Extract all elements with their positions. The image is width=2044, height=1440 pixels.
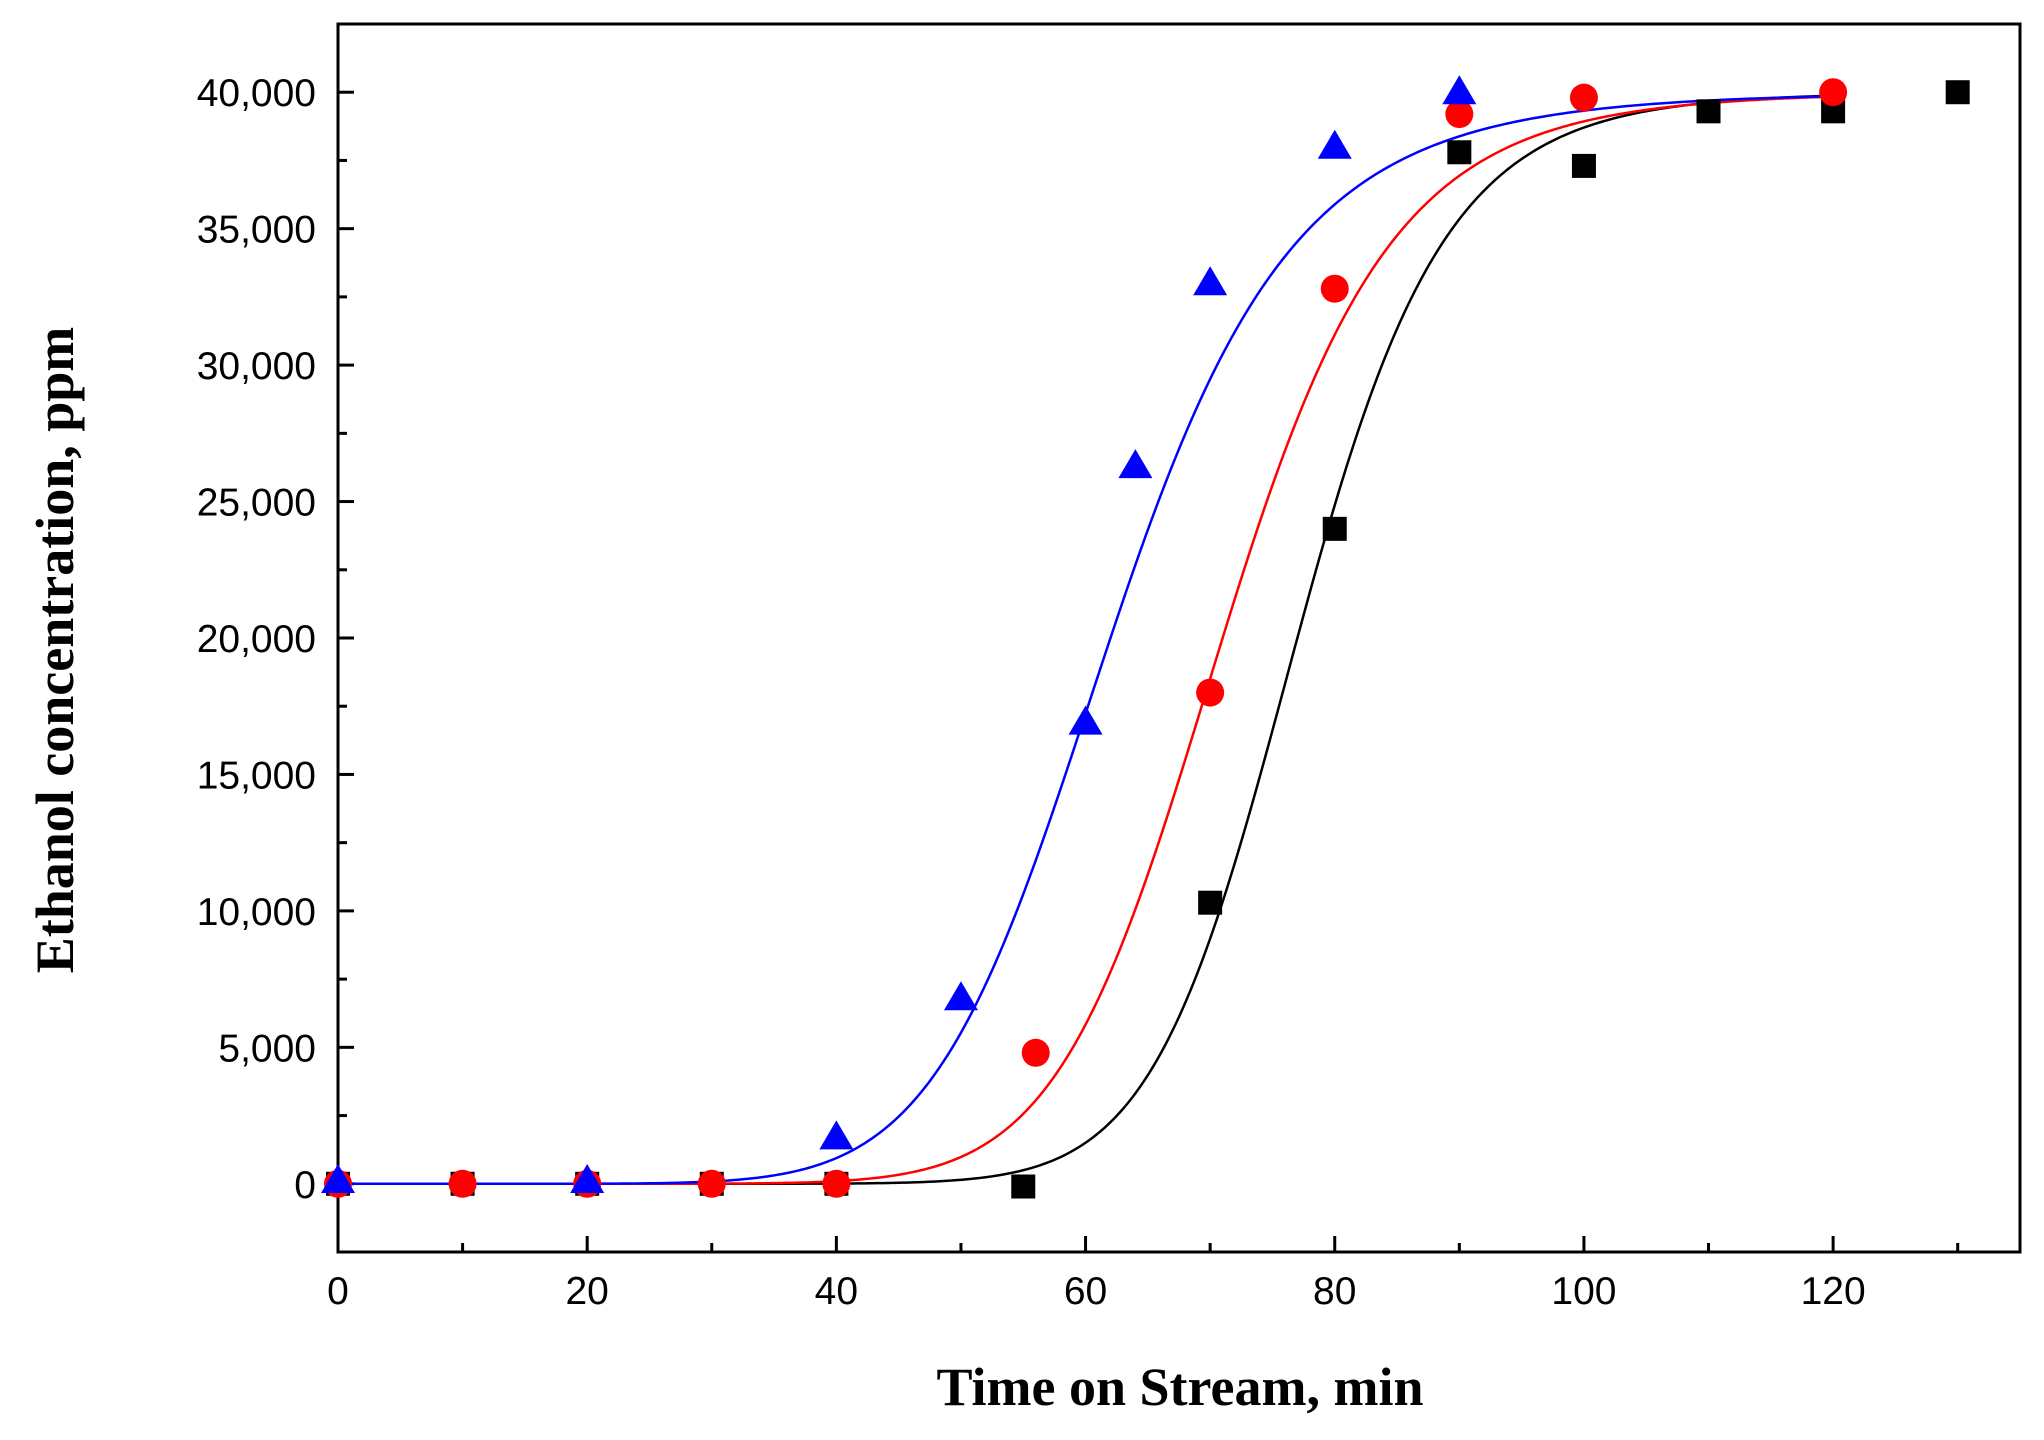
data-markers: [321, 75, 1970, 1199]
y-tick-label: 5,000: [218, 1027, 316, 1070]
fit-curves: [338, 94, 1834, 1186]
y-axis: 0 5,000 10,000 15,000 20,000 25,000 30,000 35,0…: [197, 22, 354, 1254]
data-point-triangle: [1317, 129, 1352, 159]
data-point-circle: [822, 1169, 851, 1198]
y-tick-label: 40,000: [197, 72, 316, 115]
data-point-square: [1696, 99, 1721, 124]
y-tick-label: 25,000: [197, 482, 316, 525]
fit-curve: [338, 95, 1834, 1186]
plot-border: [336, 22, 2022, 1254]
x-tick-label: 20: [565, 1270, 608, 1313]
data-point-circle: [697, 1169, 726, 1198]
data-point-square: [1571, 153, 1596, 178]
data-point-circle: [1445, 100, 1474, 129]
data-point-triangle: [1118, 449, 1153, 479]
data-point-square: [1198, 890, 1223, 915]
x-tick-label: 60: [1064, 1270, 1107, 1313]
data-point-triangle: [819, 1120, 854, 1150]
y-tick-label: 20,000: [197, 618, 316, 661]
x-tick-label: 100: [1551, 1270, 1616, 1313]
data-point-square: [1945, 80, 1970, 105]
y-tick-label: 30,000: [197, 345, 316, 388]
data-point-square: [1011, 1174, 1036, 1199]
data-point-triangle: [570, 1164, 605, 1194]
y-tick-label: 10,000: [197, 891, 316, 934]
data-point-circle: [1569, 83, 1598, 112]
x-tick-label: 120: [1801, 1270, 1866, 1313]
data-point-circle: [1320, 274, 1349, 303]
y-tick-label: 35,000: [197, 209, 316, 252]
data-point-circle: [1819, 78, 1848, 107]
data-point-circle: [1021, 1038, 1050, 1067]
data-point-triangle: [321, 1164, 355, 1194]
x-axis-title: Time on Stream, min: [936, 1357, 1423, 1417]
data-point-triangle: [1193, 266, 1228, 296]
fit-curve: [338, 94, 1834, 1186]
y-axis-title: Ethanol concentration, ppm: [25, 327, 85, 974]
data-point-circle: [1196, 678, 1225, 707]
data-point-square: [1447, 140, 1472, 165]
y-tick-label: 15,000: [197, 754, 316, 797]
data-point-triangle: [1068, 705, 1103, 735]
data-point-triangle: [1442, 75, 1477, 105]
x-tick-label: 40: [815, 1270, 858, 1313]
data-point-triangle: [943, 981, 978, 1011]
x-axis: 0 20 40 60 80 100 120: [327, 1236, 1960, 1313]
data-point-circle: [448, 1169, 477, 1198]
fit-curve: [338, 94, 1834, 1186]
x-tick-label: 0: [327, 1270, 349, 1313]
y-tick-label: 0: [294, 1164, 316, 1207]
data-point-square: [1322, 516, 1347, 541]
plot-frame: [336, 22, 2022, 1254]
x-tick-label: 80: [1313, 1270, 1356, 1313]
